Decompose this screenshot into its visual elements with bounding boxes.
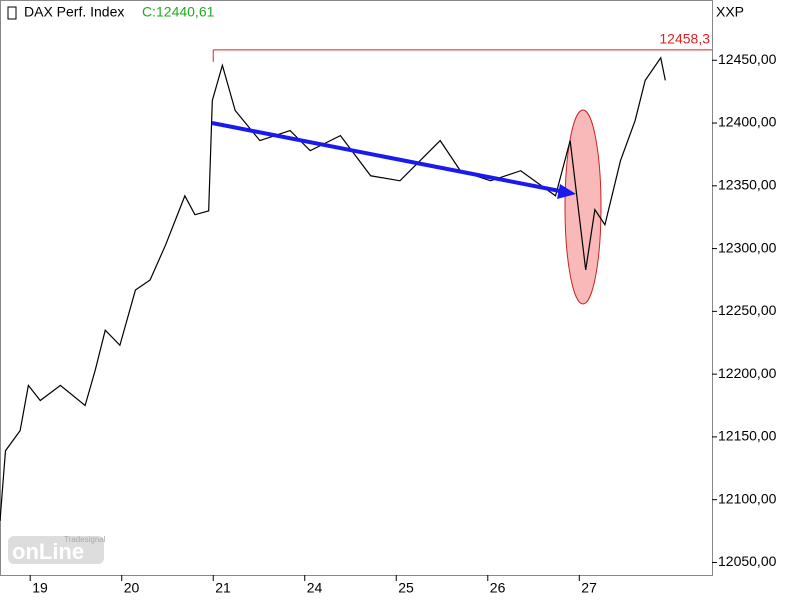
- x-tick-label: 20: [124, 580, 140, 596]
- x-tick-label: 25: [398, 580, 414, 596]
- symbol-icon: [7, 6, 17, 20]
- x-tick-label: 21: [215, 580, 231, 596]
- watermark-name: onLine: [12, 539, 84, 564]
- y-tick-label: 12200,00: [718, 365, 777, 381]
- chart-title: DAX Perf. Index: [24, 4, 124, 20]
- y-tick-label: 12450,00: [718, 51, 777, 67]
- highlight-ellipse: [564, 109, 602, 305]
- y-tick-label: 12150,00: [718, 428, 777, 444]
- x-tick-label: 27: [581, 580, 597, 596]
- y-tick-label: 12400,00: [718, 114, 777, 130]
- symbol: XXP: [716, 4, 744, 20]
- close-label: C:12440,61: [142, 4, 215, 20]
- x-tick-label: 24: [307, 580, 323, 596]
- watermark: Tradesignal onLine: [8, 535, 106, 564]
- trend-arrow-head: [557, 184, 576, 199]
- trend-arrow: [211, 121, 566, 194]
- y-tick-label: 12050,00: [718, 553, 777, 569]
- y-tick-label: 12250,00: [718, 302, 777, 318]
- x-tick-label: 26: [490, 580, 506, 596]
- x-tick-label: 19: [32, 580, 48, 596]
- watermark-brand: Tradesignal: [64, 535, 106, 544]
- y-tick-label: 12300,00: [718, 239, 777, 255]
- high-label: 12458,3: [659, 31, 710, 47]
- y-tick-label: 12350,00: [718, 177, 777, 193]
- watermark-box: [8, 536, 104, 564]
- plot-frame: [0, 0, 713, 576]
- y-tick-label: 12100,00: [718, 490, 777, 506]
